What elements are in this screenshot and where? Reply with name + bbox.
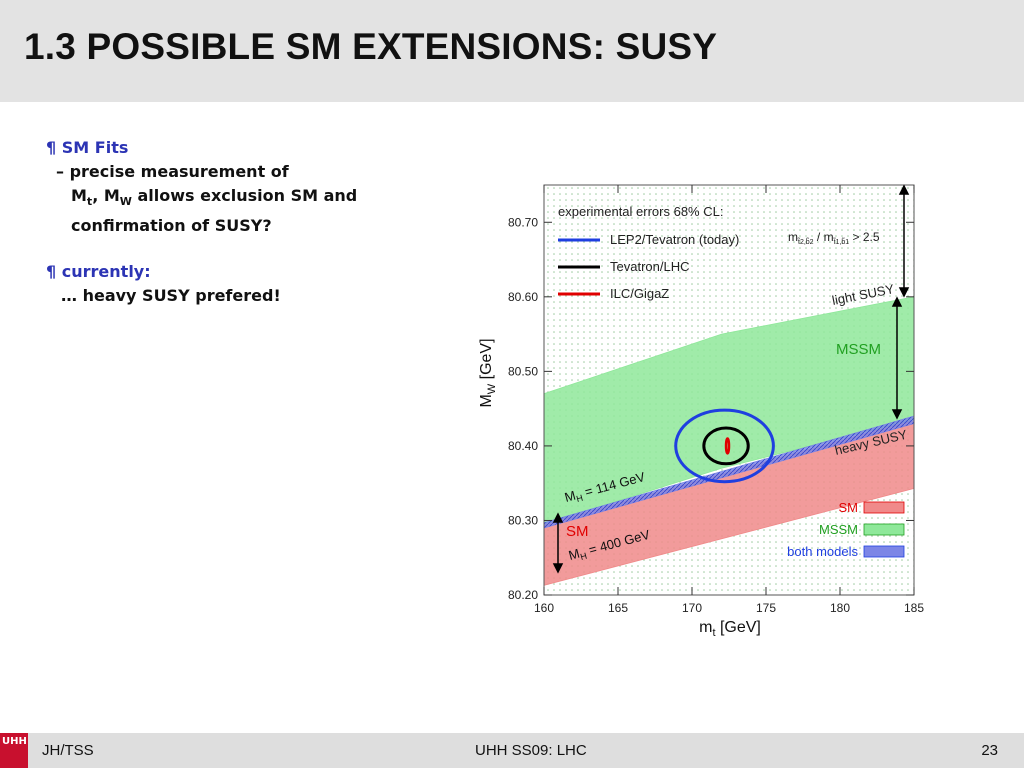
bullet-heading: SM Fits <box>61 138 129 157</box>
ellipse-tevatron-lhc <box>702 426 750 466</box>
mw-vs-mt-chart: 160 165 170 175 180 185 80.20 80.30 80.40 80.50 80… <box>478 184 924 639</box>
y-axis-label: MW [GeV] <box>478 338 498 407</box>
x-tick-label: 185 <box>904 601 924 615</box>
bullet-line: … heavy SUSY prefered! <box>61 286 281 306</box>
bullet-line: confirmation of SUSY? <box>71 216 272 236</box>
ellipse-ilc-gigaz <box>724 437 731 455</box>
legend-title: experimental errors 68% CL: <box>558 204 723 219</box>
uhh-logo: UHH <box>0 733 28 768</box>
bullet-heading: currently: <box>61 262 151 282</box>
footer-course: UHH SS09: LHC <box>475 742 587 759</box>
y-tick-label: 80.70 <box>508 215 538 229</box>
band-legend-label: both models <box>787 544 858 559</box>
mssm-region-label: MSSM <box>836 341 881 358</box>
svg-text:MW [GeV]: MW [GeV] <box>478 338 498 407</box>
band-legend-swatch <box>863 523 905 536</box>
legend-label: ILC/GigaZ <box>610 286 669 301</box>
page-number: 23 <box>981 742 998 759</box>
range-arrows <box>552 184 910 574</box>
legend-label: Tevatron/LHC <box>610 259 689 274</box>
y-tick-label: 80.20 <box>508 588 538 602</box>
bullet-list: ¶ SM Fits – precise measurement of Mt, M… <box>46 136 406 308</box>
uhh-logo-text: UHH <box>2 736 27 747</box>
y-tick-label: 80.30 <box>508 513 538 527</box>
bullet-marker: ¶ <box>46 138 57 157</box>
bullet-currently: ¶ currently: <box>46 260 406 284</box>
plot-border <box>543 184 915 596</box>
y-tick-label: 80.60 <box>508 290 538 304</box>
band-legend-swatch <box>863 545 905 558</box>
ellipse-lep2-tevatron-today <box>674 408 775 484</box>
x-tick-label: 180 <box>830 601 850 615</box>
title-bar: 1.3 POSSIBLE SM EXTENSIONS: SUSY <box>0 0 1024 102</box>
x-tick-label: 165 <box>608 601 628 615</box>
slide-title: 1.3 POSSIBLE SM EXTENSIONS: SUSY <box>24 26 718 67</box>
legend-label: LEP2/Tevatron (today) <box>610 232 739 247</box>
footer-bar <box>0 733 1024 768</box>
band-hatch-both-models <box>544 416 914 528</box>
bullet-line: Mt, MW allows exclusion SM and <box>71 186 358 209</box>
ratio-annotation: mt̃2,b̃2 / mt̃1,b̃1 > 2.5 <box>788 230 880 246</box>
x-tick-label: 170 <box>682 601 702 615</box>
y-tick-label: 80.50 <box>508 364 538 378</box>
axes-layer: 160 165 170 175 180 185 80.20 80.30 80.40 80.50 80… <box>508 184 924 615</box>
footer-author: JH/TSS <box>42 742 94 759</box>
sm-region-label: SM <box>566 523 589 540</box>
ellipses-layer <box>674 408 775 484</box>
band-legend-label: MSSM <box>819 522 858 537</box>
bullet-line: – precise measurement of <box>56 162 289 181</box>
band-legend-label: SM <box>839 500 859 515</box>
x-tick-label: 160 <box>534 601 554 615</box>
bullet-marker: ¶ <box>46 262 57 282</box>
bullet-sm-fits: ¶ SM Fits <box>46 136 406 160</box>
y-tick-label: 80.40 <box>508 439 538 453</box>
x-axis-label: mt [GeV] <box>699 619 761 639</box>
legend-layer: experimental errors 68% CL: LEP2/Tevatron… <box>558 204 905 559</box>
band-legend-swatch <box>863 501 905 514</box>
x-tick-label: 175 <box>756 601 776 615</box>
